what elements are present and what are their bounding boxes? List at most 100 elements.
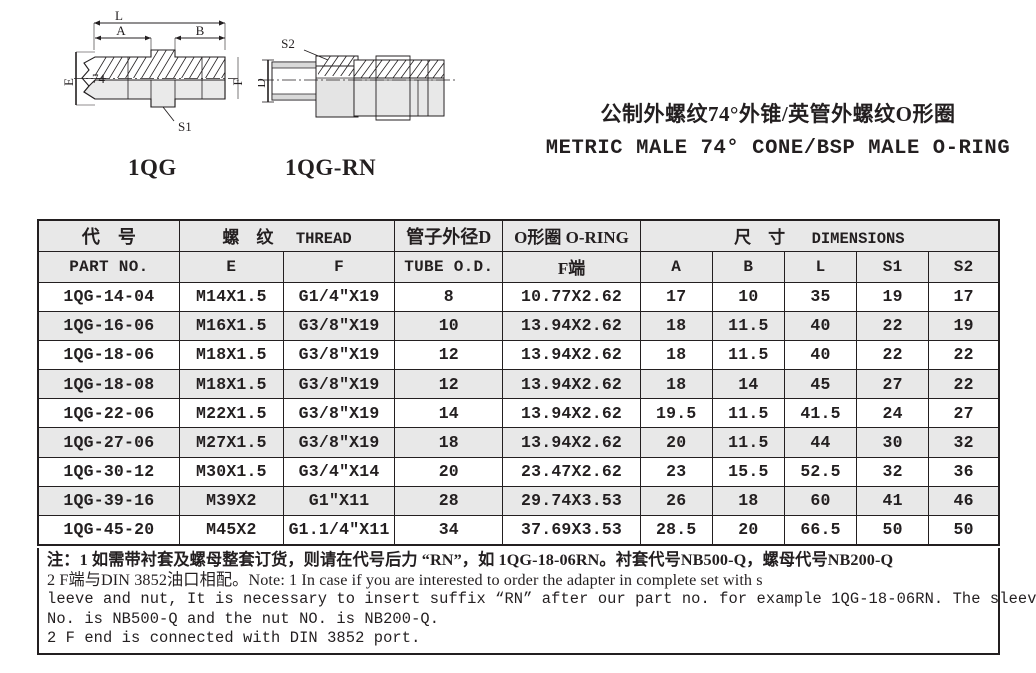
header-group-dim-en: DIMENSIONS: [811, 230, 905, 249]
cell-dim-s1: 32: [856, 456, 930, 487]
table-row: 1QG-30-12 M30X1.5 G3/4″X14 20 23.47X2.62 23 15…: [37, 456, 1000, 487]
cell-dim-s2: 19: [928, 310, 1000, 341]
cell-thread-e: M45X2: [178, 514, 284, 546]
cell-part-no: 1QG-14-04: [37, 281, 180, 312]
cell-thread-f: G3/8″X19: [282, 398, 396, 429]
cell-dim-l: 40: [783, 310, 858, 341]
table-row: 1QG-45-20 M45X2 G1.1/4″X11 34 37.69X3.53 28.5…: [37, 514, 1000, 546]
figure1-label-A: A: [116, 23, 126, 38]
figure1-label-E: E: [62, 78, 76, 86]
cell-oring-f-end: 37.69X3.53: [502, 514, 641, 546]
title-english: METRIC MALE 74° CONE/BSP MALE O-RING: [545, 137, 1011, 160]
cell-part-no: 1QG-45-20: [37, 514, 180, 546]
cell-dim-a: 18: [639, 310, 713, 341]
cell-oring-f-end: 13.94X2.62: [502, 310, 641, 341]
cell-part-no: 1QG-16-06: [37, 310, 180, 341]
cell-dim-b: 15.5: [711, 456, 785, 487]
header-group-thread-en: THREAD: [295, 230, 352, 249]
subheader-tube-od: TUBE O.D.: [394, 250, 504, 283]
subheader-dim-s1: S1: [856, 250, 930, 283]
cell-dim-s2: 22: [928, 369, 1000, 400]
table-header-group-row: 代 号 螺 纹 THREAD 管子外径D O形圈 O-RING 尺 寸 DIME…: [37, 219, 1000, 252]
cell-dim-l: 60: [783, 485, 858, 517]
cell-dim-l: 41.5: [783, 398, 858, 429]
cell-thread-f: G1.1/4″X11: [282, 514, 396, 546]
note-line-1: 注：1 如需带衬套及螺母整套订货，则请在代号后力 “RN”，如 1QG-18-0…: [47, 551, 894, 569]
subheader-dim-a: A: [639, 250, 713, 283]
cell-oring-f-end: 10.77X2.62: [502, 281, 641, 312]
cell-dim-s2: 17: [928, 281, 1000, 312]
table-row: 1QG-22-06 M22X1.5 G3/8″X19 14 13.94X2.62 19.5…: [37, 398, 1000, 429]
table-body: 1QG-14-04 M14X1.5 G1/4″X19 8 10.77X2.62 17 10 3…: [37, 281, 1000, 546]
header-group-part-no: 代 号: [37, 219, 180, 252]
cell-thread-e: M14X1.5: [178, 281, 284, 312]
cell-part-no: 1QG-30-12: [37, 456, 180, 487]
cell-thread-f: G1″X11: [282, 485, 396, 517]
cell-dim-s1: 22: [856, 339, 930, 371]
cell-dim-s1: 50: [856, 514, 930, 546]
cell-thread-e: M39X2: [178, 485, 284, 517]
cell-dim-a: 18: [639, 339, 713, 371]
cell-dim-l: 44: [783, 427, 858, 458]
cell-dim-a: 18: [639, 369, 713, 400]
cell-dim-b: 11.5: [711, 339, 785, 371]
cell-tube-od: 12: [394, 369, 504, 400]
cell-thread-e: M18X1.5: [178, 339, 284, 371]
table-row: 1QG-16-06 M16X1.5 G3/8″X19 10 13.94X2.62 18 11…: [37, 310, 1000, 341]
cell-tube-od: 14: [394, 398, 504, 429]
cell-thread-f: G3/8″X19: [282, 369, 396, 400]
cell-dim-l: 40: [783, 339, 858, 371]
cell-part-no: 1QG-27-06: [37, 427, 180, 458]
cell-dim-b: 18: [711, 485, 785, 517]
figure-1qgrn-drawing: S2 D: [258, 36, 458, 121]
cell-dim-s2: 22: [928, 339, 1000, 371]
cell-part-no: 1QG-22-06: [37, 398, 180, 429]
cell-dim-s2: 36: [928, 456, 1000, 487]
figure1-label-B: B: [196, 23, 205, 38]
cell-oring-f-end: 13.94X2.62: [502, 339, 641, 371]
cell-tube-od: 12: [394, 339, 504, 371]
cell-oring-f-end: 13.94X2.62: [502, 398, 641, 429]
subheader-thread-f: F: [282, 250, 396, 283]
subheader-dim-l: L: [783, 250, 858, 283]
subheader-thread-e: E: [178, 250, 284, 283]
cell-thread-f: G3/8″X19: [282, 427, 396, 458]
cell-oring-f-end: 23.47X2.62: [502, 456, 641, 487]
cell-dim-s1: 22: [856, 310, 930, 341]
cell-tube-od: 34: [394, 514, 504, 546]
subheader-oring-f-end: F端: [502, 250, 641, 283]
header-group-thread: 螺 纹 THREAD: [178, 219, 396, 252]
figure2-caption: 1QG-RN: [285, 155, 377, 180]
cell-dim-l: 52.5: [783, 456, 858, 487]
cell-dim-a: 20: [639, 427, 713, 458]
cell-dim-a: 17: [639, 281, 713, 312]
spec-table: 代 号 螺 纹 THREAD 管子外径D O形圈 O-RING 尺 寸 DIME…: [37, 219, 1000, 546]
table-subheader-row: PART NO. E F TUBE O.D. F端 A B L S1 S2: [37, 250, 1000, 283]
table-row: 1QG-14-04 M14X1.5 G1/4″X19 8 10.77X2.62 17 10 3…: [37, 281, 1000, 312]
note-line-2: 2 F端与DIN 3852油口相配。Note: 1 In case if you…: [47, 570, 763, 589]
technical-drawings: L A B S1 74 E F 1QG: [0, 0, 520, 205]
cell-thread-e: M30X1.5: [178, 456, 284, 487]
cell-dim-s1: 27: [856, 369, 930, 400]
title-block: 公制外螺纹74°外锥/英管外螺纹O形圈 METRIC MALE 74° CONE…: [520, 98, 1036, 160]
cell-dim-l: 45: [783, 369, 858, 400]
cell-oring-f-end: 29.74X3.53: [502, 485, 641, 517]
cell-thread-f: G3/8″X19: [282, 339, 396, 371]
table-row: 1QG-18-06 M18X1.5 G3/8″X19 12 13.94X2.62 18 11…: [37, 339, 1000, 371]
cell-thread-e: M27X1.5: [178, 427, 284, 458]
cell-dim-s2: 32: [928, 427, 1000, 458]
figure1-label-S1: S1: [178, 119, 192, 134]
cell-dim-l: 66.5: [783, 514, 858, 546]
table-head: 代 号 螺 纹 THREAD 管子外径D O形圈 O-RING 尺 寸 DIME…: [37, 219, 1000, 283]
cell-dim-s1: 24: [856, 398, 930, 429]
cell-dim-s1: 19: [856, 281, 930, 312]
table-row: 1QG-18-08 M18X1.5 G3/8″X19 12 13.94X2.62 18 14…: [37, 369, 1000, 400]
header-group-dimensions: 尺 寸 DIMENSIONS: [639, 219, 1000, 252]
cell-dim-b: 11.5: [711, 398, 785, 429]
cell-oring-f-end: 13.94X2.62: [502, 369, 641, 400]
cell-part-no: 1QG-39-16: [37, 485, 180, 517]
cell-dim-s2: 46: [928, 485, 1000, 517]
figure1-label-74: 74: [92, 71, 106, 86]
cell-dim-s1: 30: [856, 427, 930, 458]
figure1-caption: 1QG: [128, 155, 177, 180]
